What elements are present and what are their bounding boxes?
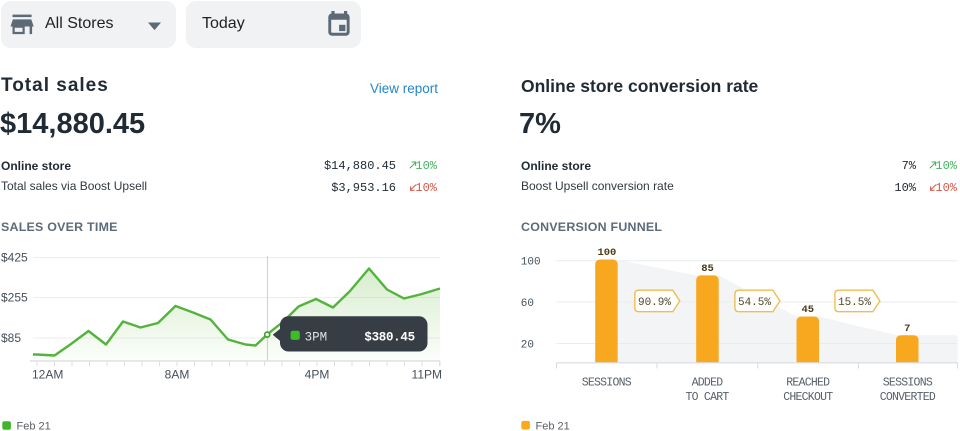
svg-text:$380.45: $380.45 [364,330,414,344]
svg-text:90.9%: 90.9% [638,297,671,309]
svg-text:4PM: 4PM [305,368,330,382]
svg-text:45: 45 [801,304,814,316]
svg-text:Feb 21: Feb 21 [536,420,570,431]
svg-text:60: 60 [521,298,534,310]
svg-text:100: 100 [521,257,541,269]
svg-text:CONVERTED: CONVERTED [880,391,936,404]
svg-text:8AM: 8AM [165,368,190,382]
svg-text:$425: $425 [1,251,28,265]
svg-text:12AM: 12AM [32,368,63,382]
svg-text:11PM: 11PM [412,368,442,382]
svg-text:REACHED: REACHED [786,377,830,390]
svg-text:TO CART: TO CART [685,391,729,404]
svg-text:7: 7 [904,323,910,335]
svg-text:3PM: 3PM [305,330,328,344]
svg-text:Feb 21: Feb 21 [17,420,51,431]
svg-text:$255: $255 [1,291,28,305]
svg-text:15.5%: 15.5% [838,297,871,309]
svg-text:54.5%: 54.5% [738,297,771,309]
svg-text:SESSIONS: SESSIONS [883,377,933,390]
svg-text:85: 85 [701,263,714,275]
svg-text:SESSIONS: SESSIONS [582,377,632,390]
svg-text:ADDED: ADDED [692,377,724,390]
svg-text:CHECKOUT: CHECKOUT [783,391,833,404]
svg-text:$85: $85 [1,331,21,345]
svg-text:100: 100 [597,247,616,259]
svg-text:20: 20 [521,340,534,352]
